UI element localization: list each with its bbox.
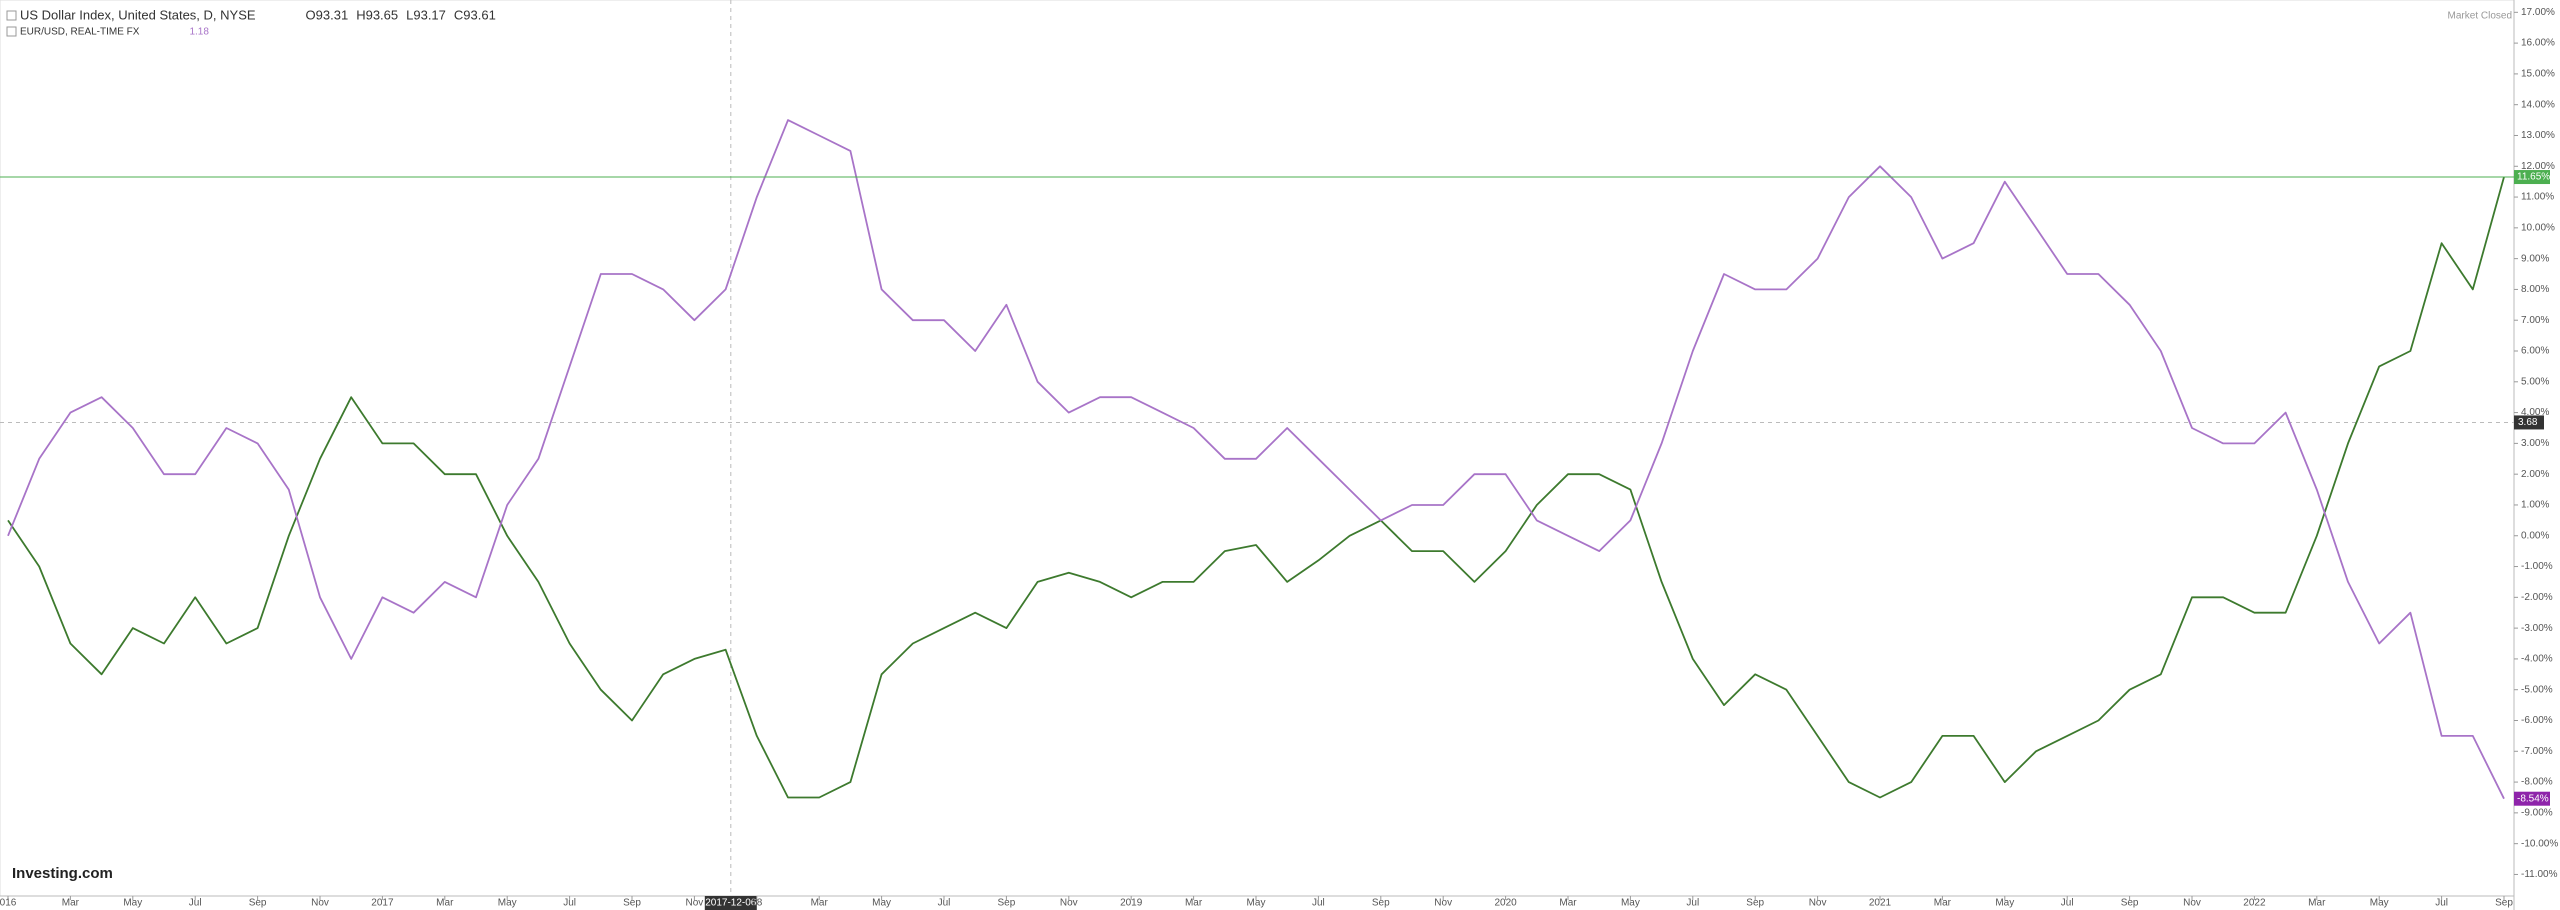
y-tick-label: -11.00% [2521, 869, 2558, 880]
x-tick-label: 2017 [371, 898, 394, 909]
crosshair-y-label: 3.68 [2518, 417, 2538, 428]
x-tick-label: Sep [623, 898, 641, 909]
x-tick-label: May [123, 898, 142, 909]
x-tick-label: Sep [1372, 898, 1390, 909]
y-tick-label: -7.00% [2521, 746, 2553, 757]
x-tick-label: 18 [751, 898, 763, 909]
x-tick-label: Mar [62, 898, 80, 909]
y-tick-label: 6.00% [2521, 346, 2549, 357]
y-tick-label: 2.00% [2521, 469, 2549, 480]
y-tick-label: -9.00% [2521, 808, 2553, 819]
last-value-label: 11.65% [2517, 172, 2550, 183]
y-tick-label: 14.00% [2521, 99, 2555, 110]
x-tick-label: Sep [2121, 898, 2139, 909]
x-tick-label: Mar [1934, 898, 1952, 909]
x-tick-label: May [2370, 898, 2389, 909]
y-tick-label: -1.00% [2521, 561, 2553, 572]
y-tick-label: 15.00% [2521, 69, 2555, 80]
y-tick-label: 1.00% [2521, 500, 2549, 511]
y-tick-label: 16.00% [2521, 38, 2555, 49]
x-tick-label: 016 [0, 898, 17, 909]
x-tick-label: 2020 [1494, 898, 1517, 909]
crosshair-x-label: 2017-12-06 [705, 898, 757, 909]
last-value-label: -8.54% [2517, 793, 2549, 804]
x-tick-label: May [1995, 898, 2014, 909]
y-tick-label: 7.00% [2521, 315, 2549, 326]
x-tick-label: Sep [249, 898, 267, 909]
plot-area [0, 0, 2515, 897]
x-tick-label: 2021 [1869, 898, 1892, 909]
y-tick-label: 8.00% [2521, 284, 2549, 295]
x-tick-label: 2019 [1120, 898, 1143, 909]
y-tick-label: 4.00% [2521, 407, 2549, 418]
crosshair-x-badge [704, 896, 757, 910]
x-tick-label: Sep [2495, 898, 2513, 909]
x-tick-label: Nov [1060, 898, 1078, 909]
x-tick-label: Nov [2183, 898, 2201, 909]
brand: Investing.com [12, 865, 113, 882]
y-tick-label: 0.00% [2521, 530, 2549, 541]
crosshair-y-badge [2514, 415, 2544, 430]
x-tick-label: Jul [563, 898, 576, 909]
y-tick-label: -8.00% [2521, 777, 2553, 788]
x-tick-label: May [872, 898, 891, 909]
y-tick-label: -10.00% [2521, 838, 2558, 849]
x-tick-label: Jul [2435, 898, 2448, 909]
y-tick-label: 5.00% [2521, 376, 2549, 387]
x-tick-label: Jul [189, 898, 202, 909]
legend-quote: L93.17 [406, 7, 446, 22]
x-tick-label: Nov [311, 898, 329, 909]
x-tick-label: Jul [2061, 898, 2074, 909]
x-tick-label: Mar [1185, 898, 1203, 909]
legend-quote: C93.61 [454, 7, 496, 22]
x-tick-label: Sep [998, 898, 1016, 909]
market-status: Market Closed [2448, 11, 2512, 22]
x-tick-label: Jul [1686, 898, 1699, 909]
x-tick-label: Sep [1746, 898, 1764, 909]
series-line [7, 119, 2505, 800]
x-tick-label: May [1621, 898, 1640, 909]
x-tick-label: Nov [1809, 898, 1827, 909]
y-tick-label: -2.00% [2521, 592, 2553, 603]
x-tick-label: Jul [1312, 898, 1325, 909]
x-tick-label: Mar [2308, 898, 2326, 909]
x-tick-label: Mar [1559, 898, 1577, 909]
legend-entry: US Dollar Index, United States, D, NYSE [20, 7, 256, 22]
x-tick-label: Nov [1434, 898, 1452, 909]
y-tick-label: 13.00% [2521, 130, 2555, 141]
legend-toggle [6, 10, 17, 21]
y-tick-label: 10.00% [2521, 222, 2555, 233]
x-tick-label: Mar [811, 898, 829, 909]
y-tick-label: 9.00% [2521, 253, 2549, 264]
x-tick-label: Nov [686, 898, 704, 909]
y-tick-label: 17.00% [2521, 7, 2555, 18]
y-tick-label: 11.00% [2521, 192, 2554, 203]
x-tick-label: Mar [436, 898, 454, 909]
last-value-badge [2514, 791, 2550, 806]
y-tick-label: -5.00% [2521, 684, 2553, 695]
y-tick-label: -4.00% [2521, 654, 2553, 665]
last-value-badge [2514, 170, 2550, 185]
legend-quote: 1.18 [189, 27, 209, 38]
legend-quote: H93.65 [356, 7, 398, 22]
series-line [7, 176, 2505, 799]
x-tick-label: May [1247, 898, 1266, 909]
y-tick-label: -6.00% [2521, 715, 2553, 726]
x-tick-label: 2022 [2243, 898, 2266, 909]
legend-toggle [6, 26, 17, 37]
legend-entry: EUR/USD, REAL-TIME FX [20, 27, 140, 38]
y-tick-label: 3.00% [2521, 438, 2549, 449]
x-tick-label: May [498, 898, 517, 909]
y-tick-label: 12.00% [2521, 161, 2555, 172]
y-tick-label: -3.00% [2521, 623, 2553, 634]
x-tick-label: Jul [938, 898, 951, 909]
legend-quote: O93.31 [306, 7, 349, 22]
